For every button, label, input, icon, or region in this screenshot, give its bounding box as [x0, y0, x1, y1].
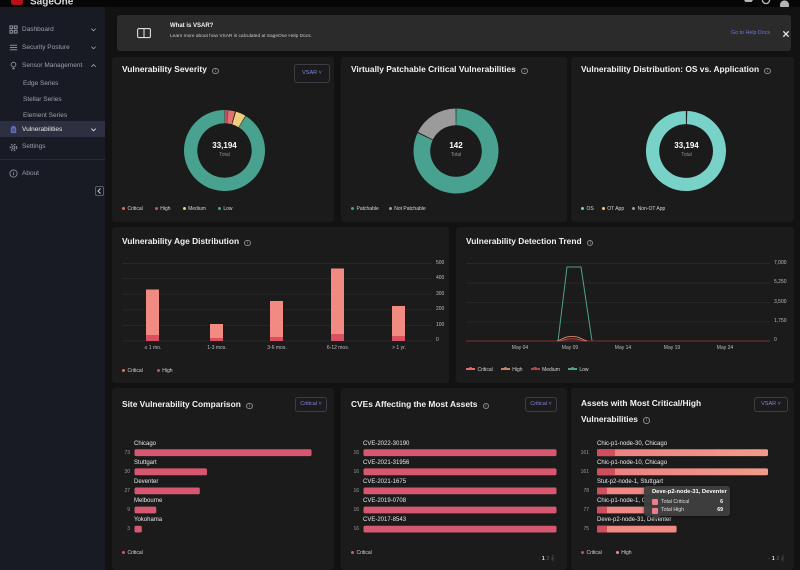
svg-text:SageOne: SageOne	[30, 0, 74, 7]
